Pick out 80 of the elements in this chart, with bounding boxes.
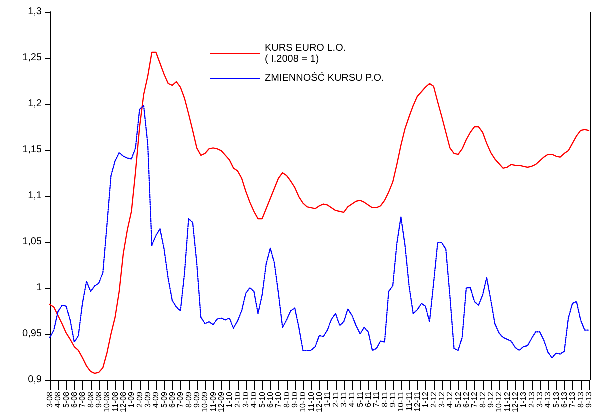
x-tick-label: 8-10	[282, 391, 292, 408]
x-tick-label: 8-13	[576, 391, 586, 408]
x-tick-label: 1-13	[519, 391, 528, 408]
x-tick-label: 12-09	[217, 391, 226, 412]
x-tick-label: 9-12	[486, 391, 496, 408]
y-tick-label: 1,15	[22, 144, 42, 156]
x-tick-label: 12-12	[511, 391, 520, 412]
x-tick-label: 3-11	[340, 391, 348, 408]
y-tick-label: 0,95	[22, 328, 42, 340]
x-tick-label: 3-12	[438, 391, 446, 408]
x-tick-label: 4-10	[250, 391, 259, 408]
x-tick-label: 3-13	[536, 391, 544, 408]
x-tick-label: 1-12	[421, 391, 430, 408]
x-tick-label: 6-08	[70, 391, 79, 408]
y-tick-label: 1,2	[28, 98, 42, 110]
y-tick-label: 1,25	[22, 52, 42, 64]
x-tick-label: 9-10	[290, 391, 300, 408]
x-tick-label: 11-09	[208, 391, 218, 412]
x-tick-label: 4-09	[152, 391, 161, 408]
x-tick-label: 8-12	[478, 391, 488, 408]
x-tick-label: 11-08	[110, 391, 120, 412]
x-tick-label: 7-13	[568, 391, 578, 408]
x-tick-label: 10-08	[102, 391, 112, 412]
x-tick-label: 7-08	[78, 391, 88, 408]
x-tick-label: 6-13	[560, 391, 569, 408]
x-tick-label: 10-10	[298, 391, 308, 412]
x-tick-label: 8-09	[184, 391, 194, 408]
x-tick-label: 4-08	[54, 391, 63, 408]
x-tick-label: 5-08	[62, 391, 71, 408]
y-tick-label: 1,1	[28, 190, 42, 202]
x-tick-label: 2-10	[233, 391, 242, 408]
x-tick-label: 6-11	[364, 391, 373, 408]
x-tick-label: 9-09	[192, 391, 202, 408]
x-tick-label: 12-11	[413, 391, 422, 412]
x-tick-label: 10-12	[494, 391, 504, 412]
x-tick-label: 4-13	[544, 391, 553, 408]
y-tick-label: 0,9	[28, 374, 42, 386]
x-tick-label: 5-10	[258, 391, 267, 408]
x-tick-label: 5-11	[356, 391, 365, 408]
x-tick-label: 11-11	[404, 391, 414, 412]
x-tick-label: 7-11	[372, 391, 382, 408]
y-tick-label: 1,3	[28, 6, 42, 18]
x-tick-label: 6-12	[462, 391, 471, 408]
x-tick-label: 11-10	[306, 391, 316, 412]
x-tick-label: 5-09	[160, 391, 169, 408]
legend-label: KURS EURO L.O. ( I.2008 = 1)	[265, 43, 346, 65]
x-tick-label: 9-13	[584, 391, 593, 408]
x-tick-label: 1-10	[225, 391, 234, 408]
x-tick-label: 7-09	[176, 391, 186, 408]
x-tick-label: 2-13	[527, 391, 536, 408]
x-tick-label: 3-10	[242, 391, 250, 408]
x-tick-label: 5-13	[552, 391, 561, 408]
x-tick-label: 12-10	[315, 391, 324, 412]
line-series	[49, 52, 590, 374]
x-tick-label: 4-12	[446, 391, 455, 408]
line-series	[49, 105, 590, 359]
x-tick-label: 11-12	[502, 391, 512, 412]
x-tick-label: 2-09	[135, 391, 144, 408]
x-tick-label: 8-08	[86, 391, 96, 408]
x-tick-label: 2-11	[331, 391, 340, 408]
x-tick-label: 9-08	[94, 391, 104, 408]
y-tick-label: 1	[36, 282, 42, 294]
x-tick-label: 7-10	[274, 391, 284, 408]
x-tick-label: 1-09	[127, 391, 136, 408]
x-tick-label: 3-08	[46, 391, 54, 408]
x-tick-label: 6-09	[168, 391, 177, 408]
x-tick-label: 3-09	[144, 391, 152, 408]
y-tick-label: 1,05	[22, 236, 42, 248]
x-tick-label: 2-12	[429, 391, 438, 408]
x-tick-label: 4-11	[348, 391, 357, 408]
legend-label: ZMIENNOŚĆ KURSU P.O.	[265, 72, 384, 84]
x-tick-label: 1-11	[323, 391, 332, 408]
x-tick-label: 10-11	[396, 391, 406, 412]
x-tick-label: 5-12	[454, 391, 463, 408]
x-tick-label: 12-08	[119, 391, 128, 412]
x-tick-label: 10-09	[200, 391, 210, 412]
x-tick-label: 7-12	[470, 391, 480, 408]
x-tick-label: 9-11	[388, 391, 398, 408]
x-tick-label: 6-10	[266, 391, 275, 408]
x-tick-label: 8-11	[380, 391, 390, 408]
